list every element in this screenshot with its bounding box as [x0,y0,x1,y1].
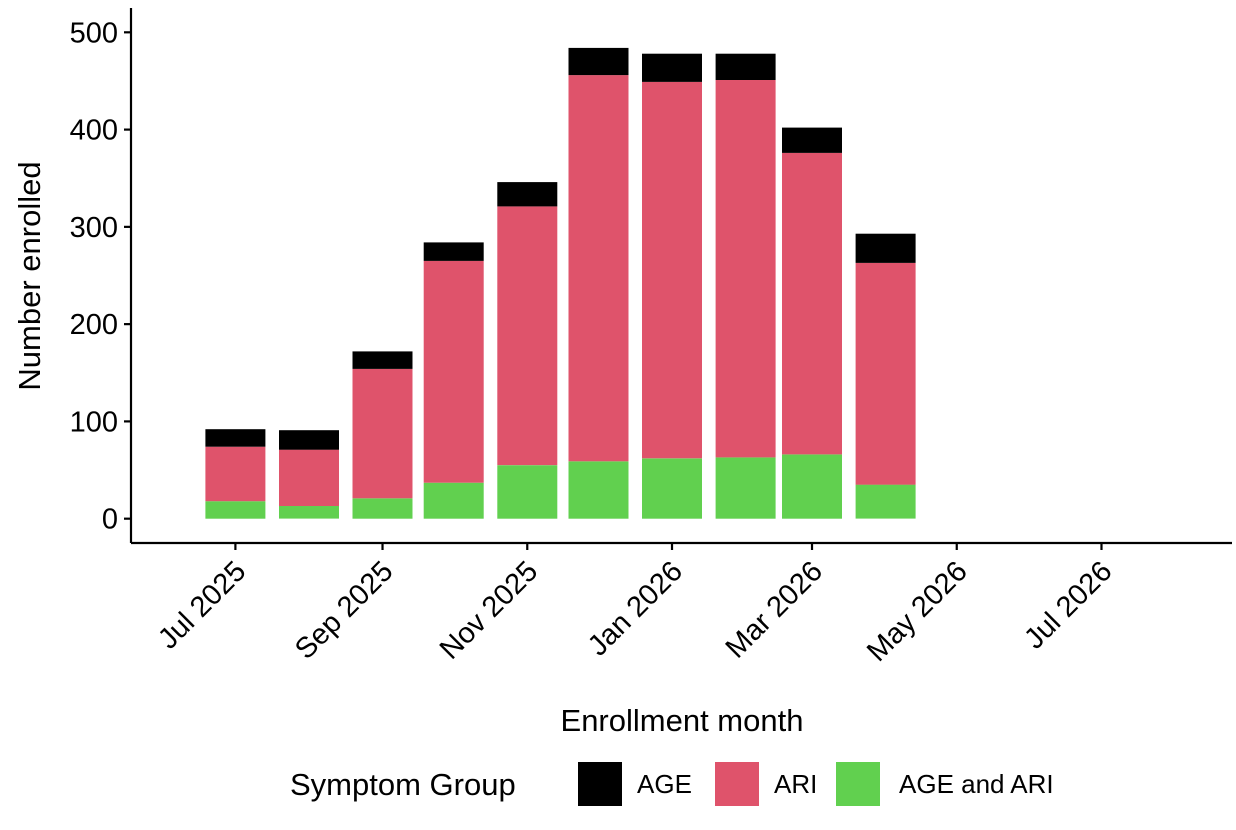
bar-segment-ari-2025-11-01 [497,206,558,466]
bar-segment-ari-2026-04-01 [855,262,916,485]
legend-title: Symptom Group [290,767,516,802]
x-tick-label: Sep 2025 [289,555,399,665]
bar-segment-age-and-ari-2025-11-01 [497,465,558,519]
bar-segment-age-2025-08-01 [279,430,339,450]
y-tick-label: 100 [70,406,118,438]
bar-segment-age-and-ari-2026-03-01 [782,454,842,519]
bar-segment-age-2025-07-01 [205,429,266,447]
bar-segment-age-2026-04-01 [855,233,916,263]
bar-segment-age-2026-01-01 [642,53,702,82]
y-tick-label: 500 [70,17,118,49]
bar-segment-ari-2026-03-01 [782,152,842,455]
bar-segment-ari-2025-09-01 [352,368,413,499]
x-tick-label: May 2026 [861,555,974,668]
x-tick-label: Jan 2026 [582,555,689,662]
x-axis-title: Enrollment month [561,703,804,738]
bar-segment-age-2025-10-01 [423,242,484,261]
bar-segment-ari-2025-10-01 [423,260,484,483]
legend: Symptom Group AGE ARI AGE and ARI [290,762,1054,806]
legend-key-age [578,762,622,806]
bar-segment-age-2025-09-01 [352,351,413,369]
bar-segment-ari-2025-12-01 [568,75,629,462]
y-tick-label: 400 [70,115,118,147]
bar-segment-age-and-ari-2026-02-01 [715,457,776,519]
bar-segment-age-and-ari-2025-07-01 [205,501,266,519]
y-axis-title: Number enrolled [12,161,47,390]
bar-segment-age-2026-03-01 [782,127,842,153]
x-tick-label: Nov 2025 [434,555,544,665]
bar-segment-age-2025-11-01 [497,182,558,207]
bar-segment-age-and-ari-2026-01-01 [642,458,702,519]
bar-segment-age-and-ari-2025-12-01 [568,461,629,519]
x-tick-label: Jul 2026 [1018,555,1118,655]
bar-segment-age-and-ari-2025-08-01 [279,506,339,519]
bar-segment-age-2026-02-01 [715,53,776,80]
bar-segment-ari-2026-01-01 [642,81,702,459]
legend-label-age-and-ari: AGE and ARI [899,769,1054,799]
bar-segment-ari-2025-07-01 [205,446,266,502]
bars-layer [205,47,916,519]
bar-segment-ari-2025-08-01 [279,449,339,506]
x-tick-label: Mar 2026 [720,555,829,664]
bar-segment-ari-2026-02-01 [715,80,776,458]
y-tick-label: 200 [70,309,118,341]
bar-segment-age-and-ari-2025-09-01 [352,498,413,519]
bar-segment-age-and-ari-2025-10-01 [423,482,484,519]
y-tick-label: 300 [70,212,118,244]
x-tick-label: Jul 2025 [152,555,252,655]
legend-label-age: AGE [637,769,692,799]
bar-segment-age-2025-12-01 [568,47,629,76]
y-tick-label: 0 [102,504,118,536]
bar-segment-age-and-ari-2026-04-01 [855,484,916,519]
legend-key-age-and-ari [836,762,880,806]
legend-label-ari: ARI [774,769,817,799]
legend-key-ari [715,762,759,806]
